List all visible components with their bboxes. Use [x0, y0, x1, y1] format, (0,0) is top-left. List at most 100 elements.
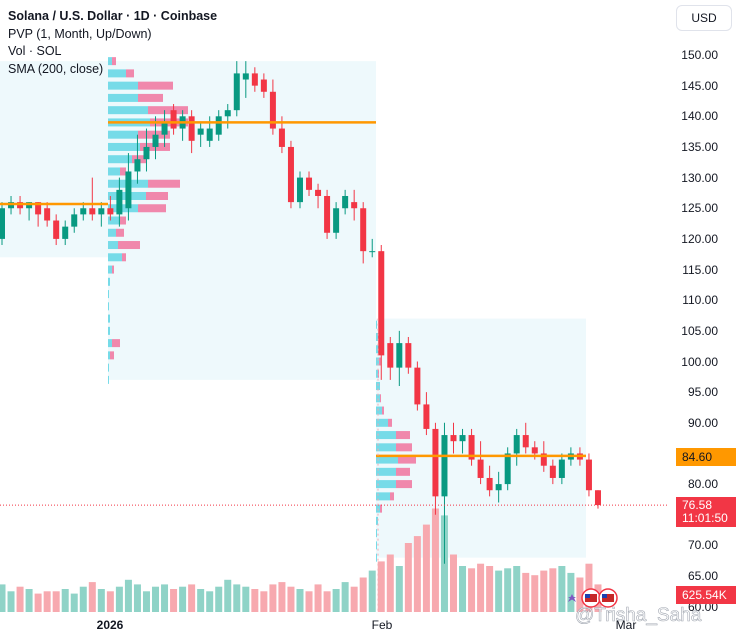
profile-up-bar [108, 93, 138, 102]
profile-up-bar [376, 553, 377, 562]
volume-bar [106, 591, 114, 612]
candle-body [531, 447, 538, 454]
price-tick-label: 95.00 [687, 385, 718, 400]
volume-bar [377, 561, 385, 612]
candle-body [306, 177, 313, 190]
currency-button[interactable]: USD [676, 5, 732, 31]
volume-bar [567, 572, 575, 612]
volume-bar [52, 591, 60, 612]
profile-up-bar [108, 277, 110, 286]
candle-body [98, 208, 105, 215]
candle-body [378, 251, 385, 356]
volume-bar [413, 536, 421, 612]
volume-bar [142, 591, 150, 612]
volume-bar [522, 572, 530, 612]
profile-up-bar [108, 216, 120, 225]
volume-bar [233, 584, 241, 612]
pvp-range-box [108, 61, 376, 380]
price-tick-label: 140.00 [681, 109, 718, 124]
profile-up-bar [376, 541, 377, 550]
profile-up-bar [108, 290, 109, 299]
volume-indicator-label[interactable]: Vol · SOL [8, 44, 62, 58]
price-tick-label: 120.00 [681, 231, 718, 246]
volume-bar [468, 568, 476, 612]
candle-body [125, 171, 132, 209]
price-tick-label: 105.00 [681, 323, 718, 338]
price-tick-label: 65.00 [687, 569, 718, 584]
profile-down-bar [398, 455, 416, 464]
volume-bar [513, 566, 521, 612]
profile-up-bar [376, 332, 378, 341]
volume-bar [197, 589, 205, 612]
profile-down-bar [148, 179, 180, 188]
profile-down-bar [396, 467, 410, 476]
volume-bar [531, 575, 539, 612]
volume-bar [133, 584, 141, 612]
profile-up-bar [108, 130, 138, 139]
profile-up-bar [376, 443, 396, 452]
volume-bar [152, 586, 160, 612]
profile-up-bar [108, 57, 112, 66]
profile-down-bar [148, 106, 188, 115]
volume-bar [540, 570, 548, 612]
volume-bar [224, 579, 232, 612]
volume-badge: 625.54K [676, 586, 736, 604]
candle-body [486, 477, 493, 491]
price-tick-label: 115.00 [682, 262, 718, 277]
candle-body [450, 435, 457, 442]
candle-body [414, 367, 421, 405]
profile-up-bar [108, 363, 109, 372]
profile-down-bar [146, 191, 168, 200]
symbol-title[interactable]: Solana / U.S. Dollar · 1D · Coinbase [8, 9, 218, 23]
profile-up-bar [108, 167, 120, 176]
volume-bar [88, 582, 96, 612]
price-tick-label: 125.00 [681, 201, 718, 216]
profile-up-bar [108, 69, 126, 78]
volume-bar [350, 586, 358, 612]
volume-bar [332, 589, 340, 612]
candle-body [522, 435, 529, 448]
price-tick-label: 135.00 [681, 139, 718, 154]
candle-body [170, 110, 177, 129]
profile-down-bar [110, 351, 114, 360]
candle-body [504, 453, 511, 485]
candle-body [71, 214, 78, 227]
candle-body [62, 226, 69, 239]
volume-bar [251, 589, 259, 612]
candle-body [558, 459, 565, 478]
volume-bar [341, 582, 349, 612]
profile-up-bar [376, 529, 377, 538]
volume-bar [459, 566, 467, 612]
profile-up-bar [108, 142, 140, 151]
profile-down-bar [112, 265, 114, 274]
sma-indicator-label[interactable]: SMA (200, close) [8, 61, 104, 76]
volume-bar [477, 563, 485, 612]
volume-bar [278, 582, 286, 612]
profile-up-bar [108, 265, 112, 274]
candle-body [396, 343, 403, 368]
volume-bar [305, 591, 313, 612]
profile-down-bar [380, 504, 382, 513]
candle-body [423, 404, 430, 429]
candle-body [116, 189, 123, 215]
candle-body [44, 208, 51, 221]
bar-countdown: 11:01:50 [682, 511, 728, 525]
volume-bar [43, 591, 51, 612]
profile-down-bar [388, 418, 392, 427]
profile-up-bar [376, 467, 396, 476]
volume-bars [0, 508, 602, 612]
candle-body [269, 91, 276, 129]
volume-bar [576, 577, 584, 612]
candle-body [89, 208, 96, 215]
candle-body [296, 177, 303, 203]
profile-down-bar [118, 241, 140, 250]
volume-bar [188, 584, 196, 612]
profile-down-bar [390, 492, 394, 501]
price-tick-label: 130.00 [681, 170, 718, 185]
poc-price-badge: 84.60 [676, 448, 736, 466]
profile-up-bar [108, 204, 138, 213]
profile-up-bar [376, 455, 398, 464]
pvp-indicator-label[interactable]: PVP (1, Month, Up/Down) [8, 26, 152, 41]
candle-body [405, 343, 412, 368]
